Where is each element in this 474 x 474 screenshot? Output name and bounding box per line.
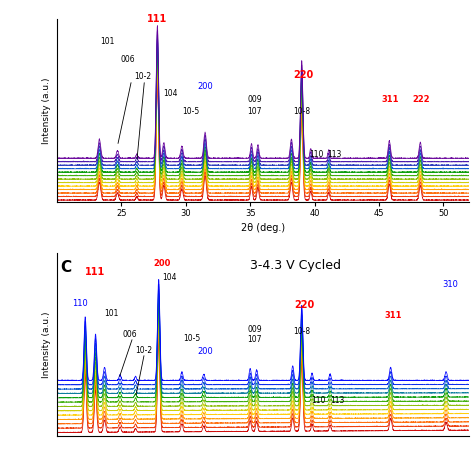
Text: 222: 222 — [413, 95, 430, 104]
Text: 111: 111 — [147, 14, 167, 24]
Text: 104: 104 — [163, 273, 177, 282]
Text: 200: 200 — [197, 82, 213, 91]
Text: 113: 113 — [328, 150, 342, 159]
Text: 200: 200 — [154, 259, 171, 268]
Y-axis label: Intensity (a.u.): Intensity (a.u.) — [42, 77, 51, 144]
Text: 220: 220 — [293, 70, 313, 80]
Text: 113: 113 — [330, 396, 345, 405]
Text: 009: 009 — [247, 95, 262, 104]
Text: 310: 310 — [442, 281, 458, 290]
Text: 101: 101 — [100, 37, 115, 46]
Text: 311: 311 — [384, 311, 402, 320]
Text: C: C — [61, 260, 72, 275]
Text: 110: 110 — [311, 396, 325, 405]
Text: 10-8: 10-8 — [293, 327, 310, 336]
Text: 10-2: 10-2 — [134, 72, 151, 81]
Text: 311: 311 — [382, 95, 400, 104]
Text: 009: 009 — [247, 325, 262, 334]
Text: 104: 104 — [163, 90, 178, 99]
Text: 10-8: 10-8 — [293, 107, 310, 116]
Text: 110: 110 — [310, 150, 324, 159]
Text: 107: 107 — [247, 107, 262, 116]
Text: 111: 111 — [85, 267, 106, 277]
Text: 10-5: 10-5 — [182, 107, 200, 116]
Text: 3-4.3 V Cycled: 3-4.3 V Cycled — [250, 259, 341, 272]
Text: 110: 110 — [72, 299, 88, 308]
X-axis label: 2θ (deg.): 2θ (deg.) — [241, 223, 285, 233]
Text: 200: 200 — [197, 347, 213, 356]
Text: 006: 006 — [123, 330, 137, 339]
Text: 107: 107 — [247, 336, 262, 345]
Text: 220: 220 — [294, 300, 314, 310]
Text: 10-2: 10-2 — [136, 346, 153, 355]
Text: 101: 101 — [105, 310, 119, 319]
Y-axis label: Intensity (a.u.): Intensity (a.u.) — [42, 311, 51, 378]
Text: 10-5: 10-5 — [183, 334, 201, 343]
Text: 006: 006 — [120, 55, 135, 64]
